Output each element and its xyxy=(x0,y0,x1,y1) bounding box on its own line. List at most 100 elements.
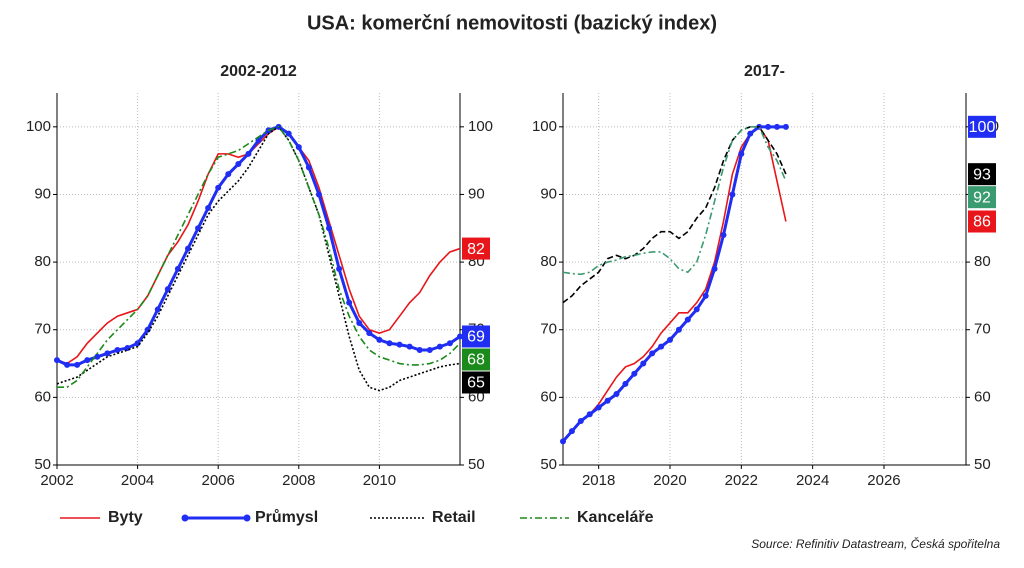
end-label: 82 xyxy=(467,241,485,258)
point-marker xyxy=(666,336,673,343)
x-tick-label: 2002 xyxy=(40,472,73,489)
y-tick-label: 80 xyxy=(34,253,51,270)
point-marker xyxy=(174,265,181,272)
y-tick-label: 50 xyxy=(34,456,51,473)
point-marker xyxy=(416,347,423,354)
x-tick-label: 2018 xyxy=(582,472,615,489)
source-note: Source: Refinitiv Datastream, Česká spoř… xyxy=(751,536,1000,551)
point-marker xyxy=(205,204,212,211)
point-marker xyxy=(711,265,718,272)
x-tick-label: 2026 xyxy=(867,472,900,489)
end-label: 100 xyxy=(969,119,996,136)
series-line xyxy=(56,125,461,392)
point-marker xyxy=(114,347,121,354)
point-marker xyxy=(613,390,620,397)
series-line xyxy=(56,125,461,365)
y-tick-label: 90 xyxy=(540,185,557,202)
end-label: 86 xyxy=(973,214,991,231)
point-marker xyxy=(144,326,151,333)
x-tick-label: 2006 xyxy=(202,472,235,489)
point-marker xyxy=(215,184,222,191)
point-marker xyxy=(782,123,789,130)
point-marker xyxy=(568,428,575,435)
legend-label: Retail xyxy=(432,509,476,526)
point-marker xyxy=(649,350,656,357)
point-marker xyxy=(640,360,647,367)
legend-marker xyxy=(243,514,251,522)
point-marker xyxy=(376,336,383,343)
point-marker xyxy=(356,319,363,326)
end-label-box xyxy=(462,237,490,260)
point-marker xyxy=(693,306,700,313)
x-tick-label: 2020 xyxy=(653,472,686,489)
point-marker xyxy=(164,286,171,293)
legend-label: Byty xyxy=(108,509,143,526)
point-marker xyxy=(436,343,443,350)
point-marker xyxy=(285,130,292,137)
y2-tick-label: 100 xyxy=(468,118,493,135)
point-marker xyxy=(74,361,81,368)
point-marker xyxy=(154,306,161,313)
end-label: 93 xyxy=(973,166,991,183)
point-marker xyxy=(104,350,111,357)
point-marker xyxy=(396,341,403,348)
point-marker xyxy=(631,370,638,377)
y-tick-label: 100 xyxy=(26,118,51,135)
point-marker xyxy=(675,326,682,333)
end-label: 65 xyxy=(467,375,485,392)
point-marker xyxy=(738,150,745,157)
point-marker xyxy=(315,191,322,198)
end-label-box xyxy=(462,348,490,371)
point-marker xyxy=(305,164,312,171)
point-marker xyxy=(225,171,232,178)
y2-tick-label: 90 xyxy=(468,185,485,202)
point-marker xyxy=(729,191,736,198)
y2-tick-label: 60 xyxy=(974,388,991,405)
end-label-box xyxy=(462,325,490,348)
series-line xyxy=(562,126,787,304)
point-marker xyxy=(457,333,463,340)
point-marker xyxy=(595,404,602,411)
y-tick-label: 90 xyxy=(34,185,51,202)
y-tick-label: 60 xyxy=(540,388,557,405)
y-tick-label: 80 xyxy=(540,253,557,270)
series-line xyxy=(57,125,461,389)
end-label-box xyxy=(968,115,996,138)
series-line xyxy=(561,125,786,443)
y-tick-label: 100 xyxy=(532,118,557,135)
x-tick-label: 2004 xyxy=(121,472,154,489)
y2-tick-label: 50 xyxy=(468,456,485,473)
point-marker xyxy=(773,123,780,130)
series-line xyxy=(562,126,787,276)
point-marker xyxy=(94,353,101,360)
point-marker xyxy=(366,330,373,337)
point-marker xyxy=(702,292,709,299)
point-marker xyxy=(406,343,413,350)
y-tick-label: 70 xyxy=(540,321,557,338)
point-marker xyxy=(747,130,754,137)
y-tick-label: 70 xyxy=(34,321,51,338)
y-tick-label: 50 xyxy=(540,456,557,473)
legend-label: Kanceláře xyxy=(577,509,654,526)
y2-tick-label: 70 xyxy=(974,321,991,338)
point-marker xyxy=(386,340,393,347)
point-marker xyxy=(184,245,191,252)
end-label: 68 xyxy=(467,352,485,369)
point-marker xyxy=(84,357,91,364)
legend-label: Průmysl xyxy=(255,509,318,526)
series-line xyxy=(56,125,461,367)
y2-tick-label: 50 xyxy=(974,456,991,473)
end-label: 92 xyxy=(973,189,991,206)
point-marker xyxy=(326,225,333,232)
point-marker xyxy=(658,343,665,350)
point-marker xyxy=(295,144,302,151)
end-label-box xyxy=(968,210,996,233)
end-label-box xyxy=(968,186,996,209)
point-marker xyxy=(64,361,71,368)
point-marker xyxy=(765,123,772,130)
x-tick-label: 2010 xyxy=(363,472,396,489)
x-tick-label: 2022 xyxy=(725,472,758,489)
point-marker xyxy=(245,150,252,157)
point-marker xyxy=(720,232,727,239)
end-label-box xyxy=(462,371,490,394)
